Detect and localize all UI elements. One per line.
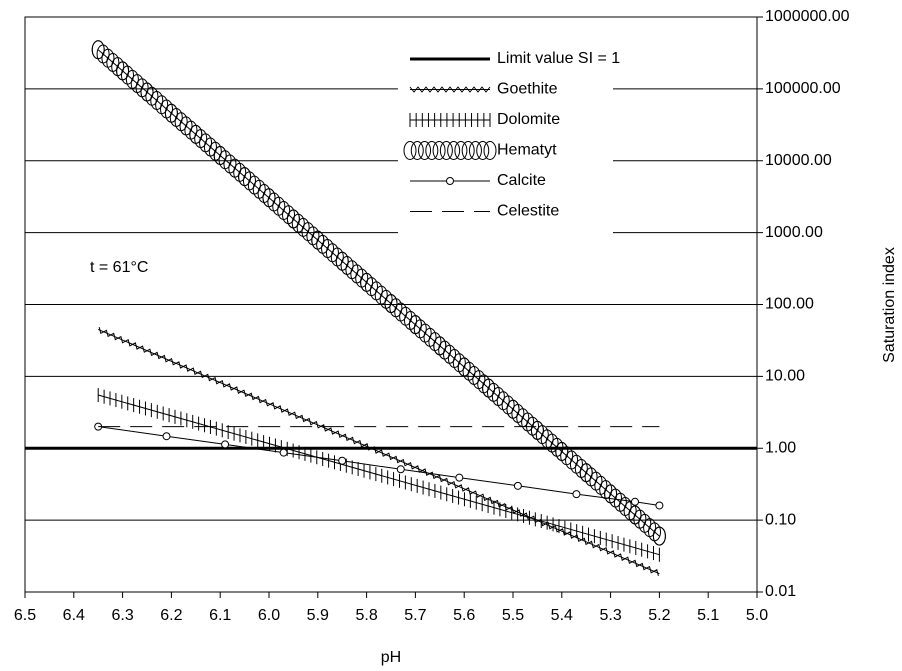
point (455, 473, 464, 482)
x-tick-label: 5.2 (648, 607, 670, 624)
line-texture (439, 141, 453, 160)
x-tick-label: 6.0 (258, 607, 280, 624)
x-tick-label: 6.4 (63, 607, 85, 624)
point (164, 103, 178, 123)
x-tick-label: 6.3 (111, 607, 133, 624)
x-tick-label: 5.3 (599, 607, 621, 624)
point (162, 432, 171, 441)
point (513, 481, 522, 490)
point (628, 505, 642, 525)
point (140, 82, 154, 102)
point (360, 272, 374, 292)
line-texture (454, 141, 468, 160)
line-texture (410, 141, 424, 160)
legend-label: Goethite (497, 81, 558, 98)
legend-box (398, 45, 613, 234)
line-texture (483, 141, 497, 160)
y-tick-label: 100000.00 (765, 80, 841, 97)
annotation: t = 61°C (90, 259, 148, 276)
point (189, 124, 203, 144)
legend-label: Dolomite (497, 111, 560, 128)
line-texture (468, 141, 482, 160)
point (384, 294, 398, 314)
line-texture (403, 141, 417, 160)
x-axis-label: pH (381, 649, 401, 666)
point (91, 40, 105, 60)
line-texture (418, 141, 432, 160)
point (262, 188, 276, 208)
series (97, 388, 660, 562)
point (555, 442, 569, 462)
y-axis-label: Saturation index (881, 247, 898, 363)
point (604, 484, 618, 504)
series (91, 40, 666, 546)
series-line (98, 394, 660, 556)
point (338, 456, 347, 465)
legend-marker (446, 177, 454, 185)
y-tick-label: 1000000.00 (765, 8, 850, 25)
x-tick-label: 5.1 (697, 607, 719, 624)
point (213, 146, 227, 166)
point (572, 490, 581, 499)
point (311, 230, 325, 250)
y-tick-label: 100.00 (765, 296, 814, 313)
line-texture (425, 141, 439, 160)
series (94, 422, 664, 510)
plot-border (24, 16, 758, 593)
point (631, 497, 639, 506)
line-texture (476, 141, 490, 160)
point (482, 378, 496, 398)
point (408, 315, 422, 335)
point (116, 61, 130, 81)
point (238, 167, 252, 187)
y-tick-label: 1.00 (765, 439, 796, 456)
x-tick-label: 6.5 (14, 607, 36, 624)
point (530, 420, 544, 440)
point (279, 448, 288, 457)
point (655, 501, 664, 510)
x-tick-label: 5.0 (746, 607, 768, 624)
x-tick-label: 6.1 (209, 607, 231, 624)
line-texture (461, 141, 475, 160)
point (433, 336, 447, 356)
point (221, 440, 230, 449)
line-texture (409, 86, 491, 93)
y-tick-label: 0.10 (765, 511, 796, 528)
x-tick-label: 5.6 (453, 607, 475, 624)
legend-label: Celestite (497, 203, 559, 220)
legend-label: Hematyt (497, 142, 557, 159)
point (286, 209, 300, 229)
x-tick-label: 5.4 (551, 607, 573, 624)
x-tick-label: 5.9 (307, 607, 329, 624)
y-tick-label: 0.01 (765, 583, 796, 600)
x-tick-label: 6.2 (160, 607, 182, 624)
legend: Limit value SI = 1 Goethite Dolomite Hematy… (398, 45, 620, 234)
point (335, 251, 349, 271)
x-tick-label: 5.7 (404, 607, 426, 624)
legend-label: Calcite (497, 172, 546, 189)
line-texture (432, 141, 446, 160)
series-line (98, 328, 660, 575)
legend-label: Limit value SI = 1 (497, 50, 620, 67)
series-line (97, 49, 660, 537)
x-tick-label: 5.5 (502, 607, 524, 624)
point (579, 463, 593, 483)
y-tick-label: 1000.00 (765, 224, 823, 241)
point (652, 526, 666, 546)
y-tick-label: 10.00 (765, 368, 805, 385)
y-tick-label: 10000.00 (765, 152, 832, 169)
point (396, 465, 405, 474)
line-texture (447, 141, 461, 160)
point (457, 357, 471, 377)
point (506, 399, 520, 419)
x-tick-label: 5.8 (355, 607, 377, 624)
